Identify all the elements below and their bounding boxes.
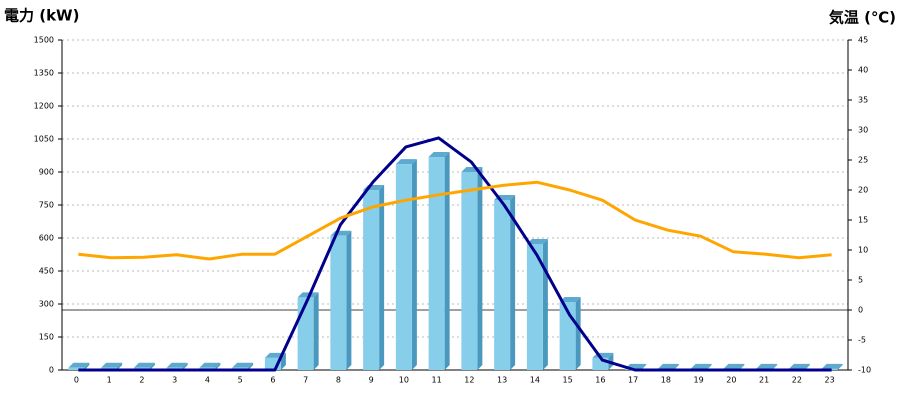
bar-side [641, 363, 647, 370]
x-tick-label: 2 [139, 376, 144, 385]
x-tick-label: 5 [238, 376, 243, 385]
y-tick-label: 150 [39, 333, 54, 342]
x-tick-label: 16 [595, 376, 605, 385]
bar-side [84, 362, 90, 370]
x-tick-label: 10 [399, 376, 409, 385]
bar [494, 199, 511, 370]
y-tick-label: 0 [49, 366, 54, 375]
bar-side [477, 167, 483, 370]
y-tick-label: 900 [39, 168, 54, 177]
y2-tick-label: 5 [858, 276, 863, 285]
x-tick-label: 14 [530, 376, 540, 385]
x-tick-label: 17 [628, 376, 638, 385]
y2-tick-label: 0 [858, 306, 863, 315]
bar-top [690, 363, 712, 369]
x-tick-label: 1 [107, 376, 112, 385]
bar [461, 172, 478, 370]
bar [428, 157, 445, 370]
bar [363, 190, 380, 370]
x-tick-label: 12 [464, 376, 474, 385]
bar [526, 243, 543, 370]
y2-tick-label: 30 [858, 126, 868, 135]
bar [330, 235, 347, 370]
bar-side [575, 297, 581, 370]
y-axis-title: 電力 (kW) [4, 7, 79, 25]
bar-top [657, 363, 679, 369]
x-tick-label: 7 [303, 376, 308, 385]
bar [68, 367, 85, 370]
bar-side [837, 363, 843, 370]
bar-top [821, 363, 843, 369]
bar [395, 164, 412, 370]
x-tick-label: 4 [205, 376, 210, 385]
bar-top [199, 362, 221, 368]
bar-top [756, 363, 778, 369]
bar-top [68, 362, 90, 368]
bar-side [379, 185, 385, 370]
x-tick-label: 23 [825, 376, 835, 385]
y-tick-label: 300 [39, 300, 54, 309]
bar-top [788, 363, 810, 369]
bar-side [739, 363, 745, 370]
y-tick-label: 450 [39, 267, 54, 276]
bar-side [772, 363, 778, 370]
x-tick-label: 15 [563, 376, 573, 385]
x-tick-label: 11 [432, 376, 442, 385]
bar-top [526, 238, 548, 244]
x-tick-label: 18 [661, 376, 671, 385]
bar-side [673, 363, 679, 370]
bar-top [559, 297, 581, 303]
y-tick-label: 1350 [34, 69, 54, 78]
bar-side [149, 362, 155, 370]
bar-side [411, 159, 417, 370]
bar-side [248, 362, 254, 370]
x-tick-label: 8 [336, 376, 341, 385]
bar-top [395, 159, 417, 165]
bar-side [542, 238, 548, 370]
bar-top [166, 362, 188, 368]
y2-tick-label: 40 [858, 66, 868, 75]
y2-tick-label: 45 [858, 36, 868, 45]
y-tick-label: 1200 [34, 102, 54, 111]
bar-side [804, 363, 810, 370]
bar-top [428, 152, 450, 158]
y-tick-label: 1050 [34, 135, 54, 144]
x-tick-label: 22 [792, 376, 802, 385]
x-tick-label: 9 [369, 376, 374, 385]
bar-top [133, 362, 155, 368]
bar-side [510, 194, 516, 370]
y2-tick-label: -5 [858, 336, 866, 345]
bar-top [723, 363, 745, 369]
y2-axis-title: 気温 (℃) [829, 9, 896, 27]
y2-tick-label: 10 [858, 246, 868, 255]
bar-side [182, 362, 188, 370]
bar-top [232, 362, 254, 368]
x-tick-label: 0 [74, 376, 79, 385]
x-tick-label: 3 [172, 376, 177, 385]
bar [297, 297, 314, 370]
line [78, 136, 832, 372]
x-tick-label: 19 [694, 376, 704, 385]
y2-tick-label: 35 [858, 96, 868, 105]
y2-tick-label: 25 [858, 156, 868, 165]
bar-top [101, 362, 123, 368]
y2-tick-label: -10 [858, 366, 871, 375]
bar-side [215, 362, 221, 370]
x-tick-label: 21 [759, 376, 769, 385]
y-tick-label: 600 [39, 234, 54, 243]
bar-side [117, 362, 123, 370]
bar-side [444, 152, 450, 370]
x-tick-label: 6 [270, 376, 275, 385]
y2-tick-label: 20 [858, 186, 868, 195]
bar-side [346, 230, 352, 370]
x-tick-label: 20 [726, 376, 736, 385]
y-tick-label: 750 [39, 201, 54, 210]
bar-side [313, 292, 319, 370]
x-tick-label: 13 [497, 376, 507, 385]
y-tick-label: 1500 [34, 36, 54, 45]
y2-tick-label: 15 [858, 216, 868, 225]
line [78, 180, 832, 261]
bar-side [706, 363, 712, 370]
